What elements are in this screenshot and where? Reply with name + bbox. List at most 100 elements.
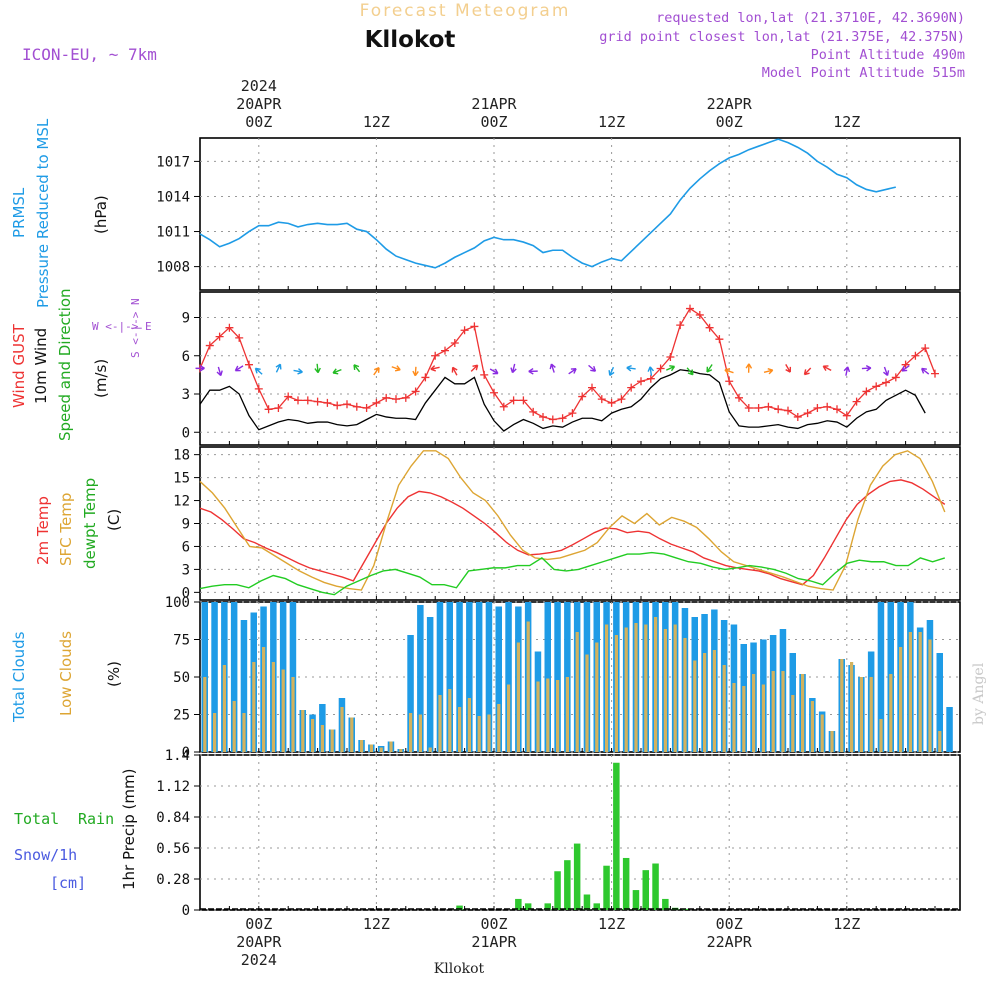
- panel-3-ytick-label: 18: [173, 448, 190, 464]
- p5-label-cm: [cm]: [50, 874, 86, 892]
- gust-marker: [656, 364, 665, 373]
- gridpoint-coords: grid point closest lon,lat (21.375E, 42.…: [599, 29, 965, 45]
- panel-2-ytick-label: 9: [182, 311, 190, 327]
- wind-direction-arrow: [803, 367, 812, 376]
- p1-unit: (hPa): [92, 195, 110, 234]
- bar-low-cloud: [546, 678, 550, 752]
- bar-low-cloud: [810, 701, 814, 752]
- gust-marker: [343, 400, 351, 409]
- wind-direction-arrow: [588, 364, 597, 372]
- wind-direction-arrow: [785, 364, 792, 373]
- top-time-label: 22APR: [707, 95, 753, 113]
- panel-2-ytick-label: 6: [182, 349, 190, 365]
- bar-low-cloud: [252, 662, 256, 752]
- bar-low-cloud: [761, 684, 765, 752]
- gust-marker: [784, 406, 792, 415]
- gust-marker: [470, 322, 479, 331]
- gust-marker: [245, 360, 253, 369]
- p4-label-total: Total Clouds: [10, 631, 28, 723]
- bar-low-cloud: [222, 665, 226, 752]
- bar-total-cloud: [426, 617, 434, 752]
- bar-low-cloud: [938, 731, 942, 752]
- point-altitude: Point Altitude 490m: [811, 47, 965, 63]
- bar-low-cloud: [497, 704, 501, 752]
- bar-low-cloud: [536, 681, 540, 752]
- bar-low-cloud: [859, 677, 863, 752]
- bar-rain: [642, 870, 649, 910]
- gust-marker: [725, 377, 734, 386]
- bar-low-cloud: [467, 698, 471, 752]
- gust-marker: [715, 335, 724, 344]
- panel-3-ytick-label: 6: [182, 539, 190, 555]
- gust-marker: [215, 332, 224, 341]
- bar-low-cloud: [526, 621, 530, 752]
- wind-direction-arrow: [724, 368, 734, 375]
- wind-direction-arrow: [608, 366, 615, 376]
- bar-total-cloud: [554, 602, 561, 752]
- gust-marker: [323, 398, 332, 407]
- bar-total-cloud: [230, 602, 238, 752]
- bar-low-cloud: [928, 639, 932, 752]
- wind-direction-arrow: [234, 365, 244, 372]
- panel-4-ytick-label: 100: [165, 595, 190, 611]
- top-time-label: 21APR: [471, 95, 517, 113]
- gust-marker: [539, 412, 547, 421]
- bar-low-cloud: [291, 677, 295, 752]
- bottom-time-label: 21APR: [471, 933, 517, 951]
- wind-direction-arrow: [275, 363, 282, 373]
- gust-marker: [617, 395, 626, 404]
- top-time-label: 2024: [241, 77, 277, 95]
- bar-rain: [564, 860, 571, 910]
- bottom-time-label: 20APR: [236, 933, 282, 951]
- bar-rain: [632, 890, 640, 910]
- bar-rain: [456, 905, 463, 910]
- p4-label-low: Low Clouds: [57, 631, 75, 716]
- wind-direction-arrow: [763, 367, 774, 375]
- series-wind10-line: [199, 369, 926, 432]
- bar-total-cloud: [495, 606, 502, 752]
- p2-label-wind10: 10m Wind: [32, 328, 50, 404]
- bar-low-cloud: [752, 674, 756, 752]
- bar-low-cloud: [908, 632, 912, 752]
- gust-marker: [823, 402, 832, 411]
- bar-low-cloud: [213, 713, 217, 752]
- panel-2-ytick-label: 0: [182, 425, 190, 441]
- gust-marker: [294, 396, 302, 405]
- top-time-label: 12Z: [363, 113, 390, 131]
- bar-low-cloud: [899, 647, 903, 752]
- gust-marker: [480, 370, 489, 379]
- bar-low-cloud: [654, 617, 658, 752]
- bar-total-cloud: [417, 605, 424, 752]
- bar-low-cloud: [801, 674, 805, 752]
- p2-label-gust: Wind GUST: [10, 323, 28, 408]
- gust-marker: [499, 402, 508, 411]
- bottom-time-label: 12Z: [598, 915, 625, 933]
- top-time-label: 00Z: [245, 113, 272, 131]
- p3-unit: (C): [105, 509, 123, 531]
- panel-3-ytick-label: 0: [182, 585, 190, 601]
- panel-1-ytick-label: 1014: [156, 189, 190, 205]
- bar-low-cloud: [311, 719, 315, 752]
- panel-1-ytick-label: 1011: [156, 225, 190, 241]
- bar-low-cloud: [428, 747, 432, 752]
- bar-total-cloud: [407, 635, 414, 752]
- bottom-time-label: 2024: [241, 951, 277, 969]
- bottom-time-label: 22APR: [707, 933, 753, 951]
- bottom-time-label: 00Z: [716, 915, 743, 933]
- bar-total-cloud: [211, 602, 218, 752]
- gust-marker: [411, 387, 420, 396]
- bar-total-cloud: [436, 602, 444, 752]
- gust-marker: [264, 405, 273, 414]
- gust-marker: [392, 395, 400, 404]
- bar-low-cloud: [683, 638, 687, 752]
- bar-low-cloud: [369, 744, 373, 752]
- bar-total-cloud: [946, 707, 953, 752]
- watermark: by Angel: [971, 662, 987, 725]
- bar-low-cloud: [624, 627, 628, 752]
- gust-marker: [931, 369, 939, 378]
- bottom-time-label: 00Z: [245, 915, 272, 933]
- gust-marker: [450, 339, 459, 347]
- bar-low-cloud: [281, 669, 285, 752]
- model-label: ICON-EU, ~ 7km: [22, 45, 157, 64]
- wind-direction-arrow: [430, 365, 440, 372]
